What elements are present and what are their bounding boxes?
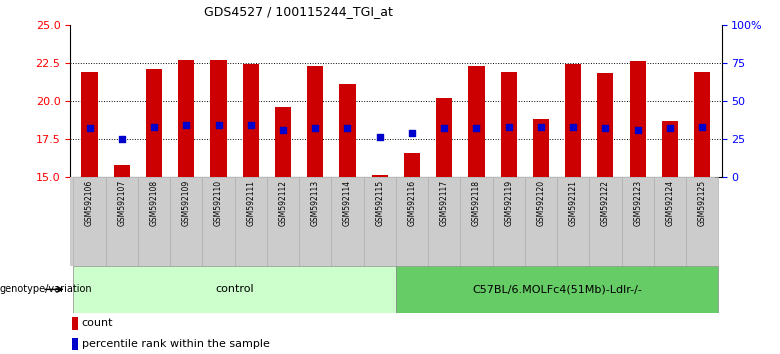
Bar [178,60,194,177]
Text: GSM592116: GSM592116 [407,180,417,226]
Point [406,130,418,136]
Bar [73,266,395,313]
Point [502,124,515,130]
Point [309,125,321,131]
Point [664,125,676,131]
Bar [275,107,291,177]
Text: GSM592121: GSM592121 [569,180,578,225]
Text: GSM592118: GSM592118 [472,180,481,225]
Bar [72,318,78,330]
Text: GSM592120: GSM592120 [537,180,545,226]
Text: GSM592119: GSM592119 [504,180,513,226]
Bar [395,177,428,266]
Text: GSM592122: GSM592122 [601,180,610,225]
Bar [73,177,105,266]
Bar [395,266,718,313]
Bar [436,98,452,177]
Bar [428,177,460,266]
Bar [332,177,363,266]
Bar [590,177,622,266]
Text: percentile rank within the sample: percentile rank within the sample [82,339,269,349]
Point [470,125,483,131]
Bar [493,177,525,266]
Point [83,125,96,131]
Text: count: count [82,319,113,329]
Text: GSM592123: GSM592123 [633,180,642,226]
Text: genotype/variation: genotype/variation [0,284,93,295]
Bar [557,177,590,266]
Text: GSM592113: GSM592113 [310,180,320,226]
Point [696,124,708,130]
Bar [146,69,162,177]
Text: GSM592110: GSM592110 [214,180,223,226]
Text: GSM592111: GSM592111 [246,180,255,225]
Bar [694,72,711,177]
Bar [460,177,493,266]
Bar [629,61,646,177]
Bar [566,64,581,177]
Point [374,135,386,140]
Point [341,125,353,131]
Text: C57BL/6.MOLFc4(51Mb)-Ldlr-/-: C57BL/6.MOLFc4(51Mb)-Ldlr-/- [472,284,642,295]
Bar [533,119,549,177]
Point [115,136,128,142]
Bar [622,177,654,266]
Bar [363,177,395,266]
Bar [307,66,323,177]
Bar [105,177,138,266]
Text: GSM592107: GSM592107 [117,180,126,226]
Point [277,127,289,133]
Point [180,122,193,128]
Text: GSM592114: GSM592114 [343,180,352,226]
Bar [211,60,226,177]
Text: GSM592124: GSM592124 [665,180,675,226]
Bar [202,177,235,266]
Point [438,125,451,131]
Bar [267,177,299,266]
Bar [299,177,332,266]
Bar [654,177,686,266]
Bar [114,165,129,177]
Text: GSM592106: GSM592106 [85,180,94,226]
Bar [686,177,718,266]
Bar [501,72,517,177]
Bar [138,177,170,266]
Text: GSM592112: GSM592112 [278,180,288,225]
Bar [597,74,614,177]
Bar [170,177,202,266]
Bar [371,176,388,177]
Text: GSM592109: GSM592109 [182,180,191,226]
Text: GSM592115: GSM592115 [375,180,385,226]
Bar [72,338,78,350]
Bar [525,177,557,266]
Point [244,122,257,128]
Bar [404,153,420,177]
Bar [339,84,356,177]
Point [599,125,612,131]
Point [632,127,644,133]
Bar [243,64,259,177]
Text: GSM592117: GSM592117 [440,180,448,226]
Bar [469,66,484,177]
Point [212,122,225,128]
Point [147,124,160,130]
Text: GSM592108: GSM592108 [150,180,158,226]
Point [535,124,548,130]
Text: control: control [215,284,254,295]
Bar [235,177,267,266]
Text: GDS4527 / 100115244_TGI_at: GDS4527 / 100115244_TGI_at [204,5,392,18]
Text: GSM592125: GSM592125 [697,180,707,226]
Point [567,124,580,130]
Bar [662,121,678,177]
Bar [81,72,98,177]
